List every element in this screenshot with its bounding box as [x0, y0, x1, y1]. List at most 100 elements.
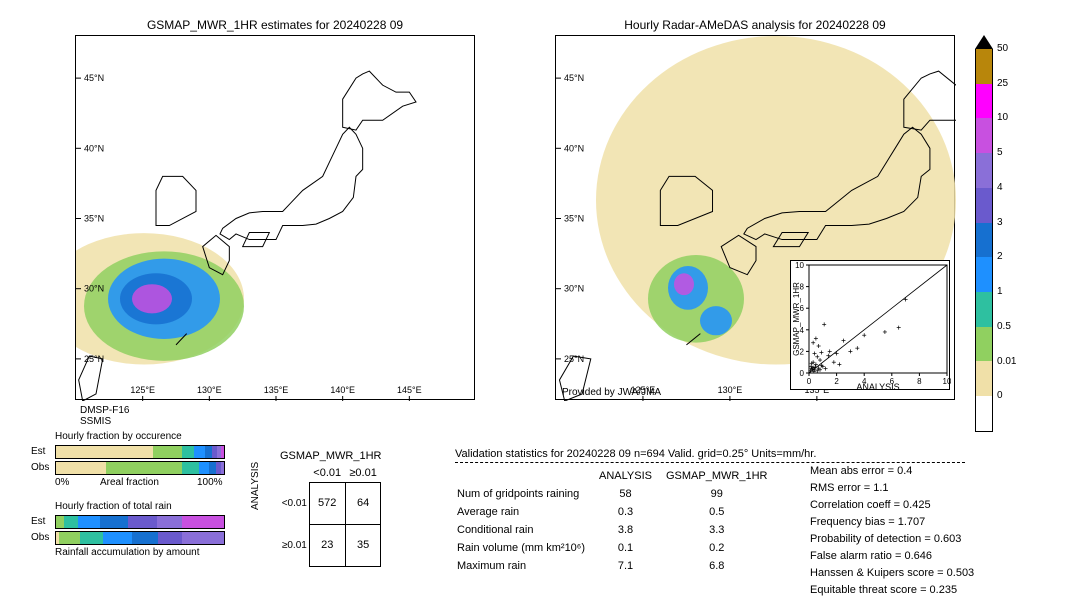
colorbar-tick: 0.01 — [997, 356, 1016, 367]
colorbar-segment — [975, 361, 993, 396]
metric-row: Mean abs error = 0.4 — [810, 463, 974, 480]
bar-segment — [128, 516, 157, 528]
validation-row-label: Maximum rain — [457, 558, 597, 574]
svg-text:130°E: 130°E — [718, 385, 743, 395]
validation-col-header: ANALYSIS — [599, 468, 664, 484]
contingency-title: GSMAP_MWR_1HR — [280, 450, 381, 462]
svg-text:30°N: 30°N — [84, 284, 104, 294]
colorbar-tick: 1 — [997, 286, 1003, 297]
bar-segment — [132, 532, 159, 544]
bar-axis-right: 100% — [197, 477, 223, 488]
colorbar-tick: 5 — [997, 147, 1003, 158]
scatter-inset: 02468100246810ANALYSISGSMAP_MWR_1HR — [790, 260, 950, 390]
bar-segment — [182, 446, 194, 458]
colorbar-tick: 10 — [997, 112, 1008, 123]
occurrence-bars: Hourly fraction by occurenceEstObs0%Area… — [55, 445, 255, 477]
contingency-cell: 35 — [345, 524, 381, 566]
svg-text:GSMAP_MWR_1HR: GSMAP_MWR_1HR — [792, 282, 801, 356]
bar-segment — [59, 532, 79, 544]
contingency-table: GSMAP_MWR_1HRANALYSIS<0.01≥0.01<0.015726… — [260, 450, 381, 464]
bar-row-label: Obs — [31, 462, 49, 473]
metric-row: Correlation coeff = 0.425 — [810, 497, 974, 514]
colorbar-segment — [975, 257, 993, 292]
bar-segment — [153, 446, 182, 458]
contingency-cell: 64 — [345, 482, 381, 524]
contingency-row-header: <0.01 — [280, 482, 309, 524]
colorbar-tick: 2 — [997, 251, 1003, 262]
figure-root: GSMAP_MWR_1HR estimates for 20240228 09 … — [0, 0, 1080, 612]
colorbar: 502510543210.50.010 — [975, 35, 993, 432]
totalrain-bars: Hourly fraction of total rainEstObsRainf… — [55, 515, 255, 547]
svg-text:40°N: 40°N — [84, 143, 104, 153]
validation-cell: 0.1 — [599, 540, 664, 556]
left-map-footnote: DMSP-F16 SSMIS — [80, 405, 129, 427]
metric-row: Hanssen & Kuipers score = 0.503 — [810, 565, 974, 582]
svg-text:30°N: 30°N — [564, 284, 584, 294]
colorbar-tick: 50 — [997, 43, 1008, 54]
svg-text:Provided by JWA/JMA: Provided by JWA/JMA — [562, 387, 661, 398]
validation-cell: 58 — [599, 486, 664, 502]
bar-segment — [205, 446, 212, 458]
bar-row — [55, 515, 225, 529]
svg-text:145°E: 145°E — [397, 385, 422, 395]
metric-row: RMS error = 1.1 — [810, 480, 974, 497]
bar-segment — [103, 532, 132, 544]
bar-segment — [182, 462, 199, 474]
colorbar-tick: 25 — [997, 78, 1008, 89]
metric-row: Probability of detection = 0.603 — [810, 531, 974, 548]
colorbar-segment — [975, 188, 993, 223]
left-map-title: GSMAP_MWR_1HR estimates for 20240228 09 — [75, 18, 475, 32]
bars-title: Hourly fraction of total rain — [55, 501, 172, 512]
bar-segment — [56, 516, 64, 528]
bar-segment — [221, 462, 224, 474]
colorbar-tick: 4 — [997, 182, 1003, 193]
colorbar-segment — [975, 396, 993, 431]
bar-segment — [194, 446, 206, 458]
svg-text:35°N: 35°N — [84, 214, 104, 224]
colorbar-segment — [975, 118, 993, 153]
validation-row-label: Num of gridpoints raining — [457, 486, 597, 502]
bar-segment — [209, 462, 216, 474]
bar-axis-mid: Areal fraction — [100, 477, 159, 488]
svg-text:ANALYSIS: ANALYSIS — [856, 382, 899, 391]
colorbar-tick: 3 — [997, 217, 1003, 228]
validation-cell: 7.1 — [599, 558, 664, 574]
svg-text:2: 2 — [834, 377, 839, 386]
validation-header: Validation statistics for 20240228 09 n=… — [455, 448, 816, 460]
svg-text:40°N: 40°N — [564, 143, 584, 153]
colorbar-segment — [975, 49, 993, 84]
metric-row: Frequency bias = 1.707 — [810, 514, 974, 531]
svg-text:130°E: 130°E — [197, 385, 222, 395]
svg-text:35°N: 35°N — [564, 214, 584, 224]
validation-col-header: GSMAP_MWR_1HR — [666, 468, 779, 484]
bar-segment — [106, 462, 182, 474]
svg-text:135°E: 135°E — [264, 385, 289, 395]
bar-segment — [56, 462, 106, 474]
metrics-list: Mean abs error = 0.4RMS error = 1.1Corre… — [810, 463, 974, 599]
validation-row-label: Average rain — [457, 504, 597, 520]
validation-cell: 6.8 — [666, 558, 779, 574]
contingency-row-header: ≥0.01 — [280, 524, 309, 566]
metric-row: Equitable threat score = 0.235 — [810, 582, 974, 599]
bar-segment — [199, 462, 209, 474]
bar-segment — [78, 516, 100, 528]
colorbar-segment — [975, 223, 993, 258]
svg-text:25°N: 25°N — [564, 354, 584, 364]
svg-text:45°N: 45°N — [564, 73, 584, 83]
svg-text:25°N: 25°N — [84, 354, 104, 364]
bar-row — [55, 461, 225, 475]
bar-axis-left: 0% — [55, 477, 69, 488]
bar-segment — [56, 446, 153, 458]
svg-text:45°N: 45°N — [84, 73, 104, 83]
validation-row-label: Conditional rain — [457, 522, 597, 538]
left-map-panel: 125°E130°E135°E140°E145°E25°N30°N35°N40°… — [75, 35, 475, 400]
validation-cell: 0.3 — [599, 504, 664, 520]
validation-cell: 99 — [666, 486, 779, 502]
svg-text:0: 0 — [800, 369, 805, 378]
bars-title: Hourly fraction by occurence — [55, 431, 182, 442]
bar-row-label: Est — [31, 516, 45, 527]
bar-segment — [158, 532, 182, 544]
bar-caption: Rainfall accumulation by amount — [55, 547, 200, 558]
bar-segment — [182, 532, 224, 544]
svg-text:10: 10 — [795, 261, 804, 270]
